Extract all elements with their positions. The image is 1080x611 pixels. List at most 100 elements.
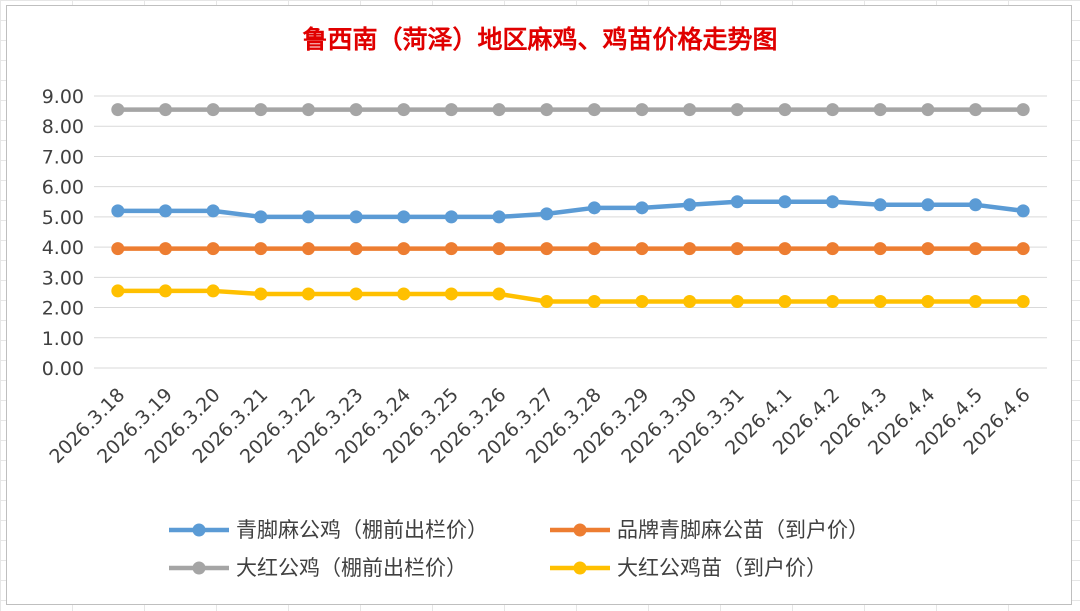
data-point	[683, 242, 697, 256]
data-point	[778, 195, 792, 209]
data-point	[444, 242, 458, 256]
data-point	[587, 201, 601, 215]
y-tick-label: 1.00	[42, 328, 84, 350]
data-point	[969, 242, 983, 256]
data-point	[158, 204, 172, 218]
y-tick-label: 0.00	[42, 358, 84, 380]
data-point	[540, 242, 554, 256]
data-point	[254, 287, 268, 301]
data-point	[1016, 295, 1030, 309]
data-point	[587, 295, 601, 309]
legend-label: 大红公鸡苗（到户价）	[617, 556, 827, 580]
data-point	[492, 103, 506, 117]
data-point	[730, 195, 744, 209]
data-point	[778, 103, 792, 117]
series-lines	[111, 103, 1030, 309]
data-point	[206, 242, 220, 256]
data-point	[635, 201, 649, 215]
data-point	[921, 198, 935, 212]
data-point	[444, 210, 458, 224]
data-point	[111, 242, 125, 256]
data-point	[730, 103, 744, 117]
gridlines	[94, 95, 1047, 369]
data-point	[921, 295, 935, 309]
data-point	[492, 287, 506, 301]
y-tick-label: 6.00	[42, 177, 84, 199]
data-point	[540, 295, 554, 309]
data-point	[1016, 103, 1030, 117]
y-tick-label: 7.00	[42, 146, 84, 168]
data-point	[683, 198, 697, 212]
data-point	[587, 242, 601, 256]
data-point	[1016, 242, 1030, 256]
data-point	[158, 103, 172, 117]
data-point	[301, 103, 315, 117]
data-point	[921, 103, 935, 117]
x-axis-tick-labels: 2026.3.182026.3.192026.3.202026.3.212026…	[45, 384, 1034, 468]
legend-item: 品牌青脚麻公苗（到户价）	[550, 518, 869, 542]
data-point	[492, 210, 506, 224]
data-point	[778, 242, 792, 256]
y-tick-label: 2.00	[42, 298, 84, 320]
data-point	[540, 207, 554, 221]
legend-marker	[573, 561, 587, 575]
data-point	[349, 210, 363, 224]
series-line	[117, 199, 1024, 220]
data-point	[206, 204, 220, 218]
data-point	[349, 103, 363, 117]
legend-label: 青脚麻公鸡（棚前出栏价）	[236, 518, 488, 542]
data-point	[826, 242, 840, 256]
data-point	[254, 103, 268, 117]
legend-marker	[573, 523, 587, 537]
data-point	[635, 242, 649, 256]
y-tick-label: 4.00	[42, 237, 84, 259]
data-point	[301, 242, 315, 256]
data-point	[397, 287, 411, 301]
data-point	[1016, 204, 1030, 218]
data-point	[969, 295, 983, 309]
data-point	[301, 287, 315, 301]
data-point	[826, 295, 840, 309]
series-3	[111, 284, 1030, 309]
data-point	[635, 295, 649, 309]
data-point	[349, 287, 363, 301]
legend-marker	[192, 523, 206, 537]
data-point	[540, 103, 554, 117]
data-point	[969, 198, 983, 212]
data-point	[444, 103, 458, 117]
data-point	[111, 204, 125, 218]
data-point	[873, 198, 887, 212]
y-tick-label: 9.00	[42, 86, 84, 108]
data-point	[873, 103, 887, 117]
data-point	[587, 103, 601, 117]
data-point	[397, 242, 411, 256]
legend-marker	[192, 561, 206, 575]
data-point	[969, 103, 983, 117]
data-point	[111, 103, 125, 117]
data-point	[778, 295, 792, 309]
data-point	[111, 284, 125, 298]
data-point	[635, 103, 649, 117]
data-point	[683, 295, 697, 309]
y-axis-tick-labels: 0.00 1.00 2.00 3.00 4.00 5.00 6.00 7.00 8.00 9.00	[42, 86, 84, 380]
series-line	[117, 288, 1024, 304]
data-point	[826, 103, 840, 117]
chart-title: 鲁西南（菏泽）地区麻鸡、鸡苗价格走势图	[302, 25, 777, 54]
legend: 青脚麻公鸡（棚前出栏价） 品牌青脚麻公苗（到户价） 大红公鸡（棚前出栏价） 大红公鸡苗…	[169, 518, 869, 580]
legend-label: 品牌青脚麻公苗（到户价）	[617, 518, 869, 542]
data-point	[206, 103, 220, 117]
data-point	[873, 295, 887, 309]
legend-item: 大红公鸡（棚前出栏价）	[169, 556, 467, 580]
data-point	[206, 284, 220, 298]
data-point	[444, 287, 458, 301]
data-point	[301, 210, 315, 224]
data-point	[158, 284, 172, 298]
data-point	[158, 242, 172, 256]
y-tick-label: 8.00	[42, 116, 84, 138]
y-tick-label: 5.00	[42, 207, 84, 229]
data-point	[492, 242, 506, 256]
chart-area[interactable]: 鲁西南（菏泽）地区麻鸡、鸡苗价格走势图 0.00 1.00 2.00 3.00 4.00…	[6, 5, 1072, 605]
y-tick-label: 3.00	[42, 267, 84, 289]
data-point	[683, 103, 697, 117]
series-1	[111, 242, 1030, 256]
